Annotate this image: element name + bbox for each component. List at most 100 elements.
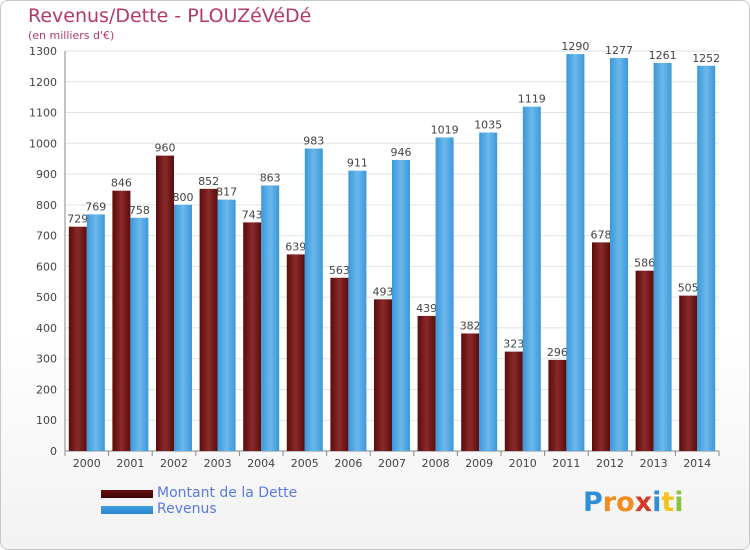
y-tick-label: 900 (36, 168, 57, 181)
logo-letter: P (583, 487, 603, 518)
y-tick-label: 800 (36, 199, 57, 212)
bar-dette (112, 190, 131, 451)
legend-swatch-revenus (101, 506, 153, 514)
bar-revenus (435, 137, 454, 451)
y-tick-label: 300 (36, 353, 57, 366)
bar-revenus (217, 199, 236, 451)
data-label-revenus: 911 (347, 157, 368, 170)
logo-letter: i (674, 487, 684, 518)
data-label-dette: 439 (416, 302, 437, 315)
x-tick-label: 2009 (465, 457, 493, 470)
y-tick-label: 700 (36, 230, 57, 243)
data-label-dette: 563 (329, 264, 350, 277)
x-tick-label: 2003 (204, 457, 232, 470)
bar-revenus (348, 170, 367, 451)
bar-dette (592, 242, 610, 451)
data-label-revenus: 1290 (561, 40, 589, 53)
bar-dette (504, 351, 523, 451)
data-label-revenus: 800 (173, 191, 194, 204)
data-label-dette: 505 (678, 282, 699, 295)
data-label-dette: 852 (198, 175, 219, 188)
y-tick-label: 600 (36, 260, 57, 273)
data-label-revenus: 1277 (605, 44, 633, 57)
y-tick-label: 1100 (29, 107, 57, 120)
bar-revenus (610, 58, 628, 451)
bar-revenus (304, 148, 323, 452)
x-tick-label: 2007 (378, 457, 406, 470)
bar-revenus (566, 54, 585, 451)
data-label-dette: 586 (634, 257, 655, 270)
bar-dette (374, 299, 392, 451)
legend-label-dette: Montant de la Dette (157, 485, 298, 501)
data-label-revenus: 863 (260, 171, 281, 184)
legend-swatch-dette (101, 490, 153, 498)
bar-revenus (522, 106, 541, 451)
x-tick-label: 2005 (291, 457, 319, 470)
bar-dette (417, 315, 436, 451)
chart-subtitle: (en milliers d'€) (28, 29, 115, 42)
data-label-revenus: 769 (85, 200, 106, 213)
y-tick-label: 0 (50, 445, 57, 458)
data-label-revenus: 817 (216, 186, 237, 199)
y-tick-label: 1200 (29, 76, 57, 89)
data-label-dette: 729 (67, 213, 88, 226)
data-label-revenus: 1035 (474, 119, 502, 132)
y-tick-label: 1000 (29, 137, 57, 150)
bar-dette (243, 222, 262, 451)
y-tick-label: 200 (36, 383, 57, 396)
bar-revenus (174, 204, 192, 451)
x-tick-label: 2010 (509, 457, 537, 470)
data-label-dette: 743 (242, 208, 263, 221)
proxiti-logo[interactable]: Proxiti (583, 487, 684, 518)
bar-dette (156, 155, 174, 451)
y-tick-label: 100 (36, 414, 57, 427)
bar-dette (461, 333, 480, 451)
bar-dette (330, 277, 349, 451)
x-tick-label: 2014 (683, 457, 711, 470)
logo-letter: x (634, 487, 653, 518)
data-label-dette: 639 (285, 240, 306, 253)
bar-dette (635, 270, 654, 451)
data-label-revenus: 946 (391, 146, 412, 159)
bar-revenus (130, 217, 149, 451)
logo-letter: t (661, 487, 675, 518)
data-label-revenus: 1019 (431, 123, 459, 136)
data-label-dette: 296 (547, 346, 568, 359)
x-tick-label: 2002 (160, 457, 188, 470)
data-label-dette: 323 (503, 338, 524, 351)
logo-letter: o (616, 487, 635, 518)
x-tick-label: 2011 (552, 457, 580, 470)
data-label-revenus: 1119 (518, 93, 546, 106)
bar-revenus (392, 159, 410, 451)
data-label-dette: 382 (460, 319, 481, 332)
legend-label-revenus: Revenus (157, 501, 217, 517)
bar-dette (548, 359, 567, 451)
y-tick-label: 1300 (29, 45, 57, 58)
bar-dette (286, 254, 305, 451)
data-label-dette: 678 (591, 228, 612, 241)
data-label-revenus: 1261 (649, 49, 677, 62)
logo-letter: i (652, 487, 662, 518)
data-label-dette: 846 (111, 177, 132, 190)
bar-revenus (479, 132, 498, 452)
x-tick-label: 2012 (596, 457, 624, 470)
x-tick-label: 2000 (73, 457, 101, 470)
x-tick-label: 2001 (116, 457, 144, 470)
data-label-revenus: 1252 (692, 52, 720, 65)
bar-revenus (261, 185, 280, 451)
x-tick-label: 2013 (640, 457, 668, 470)
bar-revenus (697, 65, 716, 452)
bar-dette (679, 295, 698, 451)
x-tick-label: 2008 (422, 457, 450, 470)
data-label-dette: 493 (373, 285, 394, 298)
y-tick-label: 400 (36, 322, 57, 335)
x-tick-label: 2006 (334, 457, 362, 470)
data-label-revenus: 983 (303, 135, 324, 148)
chart-title: Revenus/Dette - PLOUZéVéDé (28, 5, 312, 27)
data-label-revenus: 758 (129, 204, 150, 217)
data-label-dette: 960 (155, 142, 176, 155)
bar-revenus (86, 214, 105, 451)
x-tick-label: 2004 (247, 457, 275, 470)
